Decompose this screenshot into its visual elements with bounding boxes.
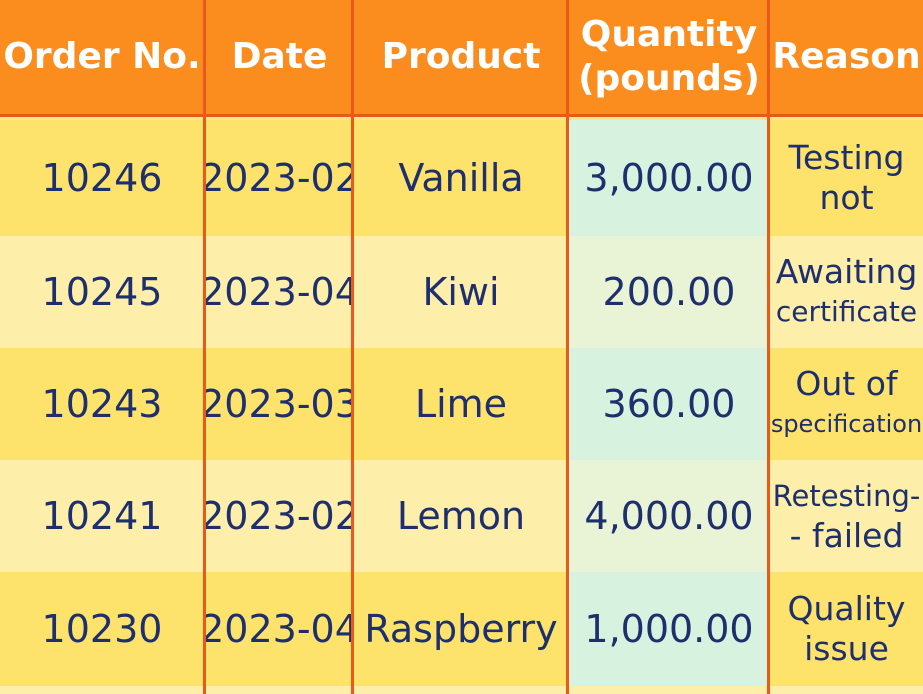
header-quantity-line1: Quantity [580,14,758,55]
header-order-no: Order No. [3,36,201,77]
reason-line2: specification [770,410,923,438]
reason-cell: Testing not [770,120,923,236]
table-row: 10245 2023-04 Kiwi 200.00 Awaiting certi… [0,236,923,348]
table-row: 10241 2023-02 Lemon 4,000.00 Retesting- … [0,460,923,572]
reason-line1: Out of [795,364,898,403]
date-cell: 2023-03 [206,382,353,426]
product-cell: Vanilla [398,156,524,200]
reason-cell: Retesting- - failed [770,460,923,572]
quantity-cell: 200.00 [569,236,769,348]
date-cell: 2023-02 [206,156,353,200]
date-cell: 2023-02 [206,494,353,538]
reason-cell: Out of specification [770,348,923,460]
header-date: Date [231,36,328,77]
header-reason: Reason [772,36,921,77]
reason-line1: Quality [787,589,906,628]
reason-line1: Testing [788,138,905,177]
reason-cell: Quality issue [770,572,923,686]
table-header: Order No. Date Product Quantity (pounds)… [0,0,923,117]
reason-line2: certificate [775,295,918,328]
column-divider [767,0,770,694]
table-row: 10243 2023-03 Lime 360.00 Out of specifi… [0,348,923,460]
product-cell: Lemon [396,494,526,538]
reason-cell: Awaiting certificate [770,236,923,348]
order-no-cell: 10230 [41,607,163,651]
reason-line2: issue [804,629,889,668]
header-quantity: Quantity (pounds) [569,0,769,114]
reason-line2: not [819,178,874,217]
reason-line1: Awaiting [775,252,918,291]
date-cell: 2023-04 [206,607,353,651]
order-no-cell: 10245 [41,270,163,314]
table-row: 10246 2023-02 Vanilla 3,000.00 Testing n… [0,120,923,236]
product-cell: Raspberry [364,607,558,651]
date-cell: 2023-04 [206,270,353,314]
column-divider [203,0,206,694]
table-row: 10230 2023-04 Raspberry 1,000.00 Quality… [0,572,923,686]
order-no-cell: 10246 [41,156,163,200]
quantity-cell: 360.00 [569,348,769,460]
reason-line2: - failed [789,516,904,555]
header-product: Product [381,36,541,77]
product-cell: Kiwi [422,270,500,314]
quantity-cell: 1,000.00 [569,572,769,686]
header-quantity-line2: (pounds) [578,58,760,99]
column-divider [566,0,569,694]
next-row-edge [0,686,923,694]
column-divider [351,0,354,694]
reason-line1: Retesting- [772,479,921,513]
quantity-cell: 4,000.00 [569,460,769,572]
quantity-cell: 3,000.00 [569,120,769,236]
order-no-cell: 10241 [41,494,163,538]
product-cell: Lime [414,382,508,426]
order-no-cell: 10243 [41,382,163,426]
